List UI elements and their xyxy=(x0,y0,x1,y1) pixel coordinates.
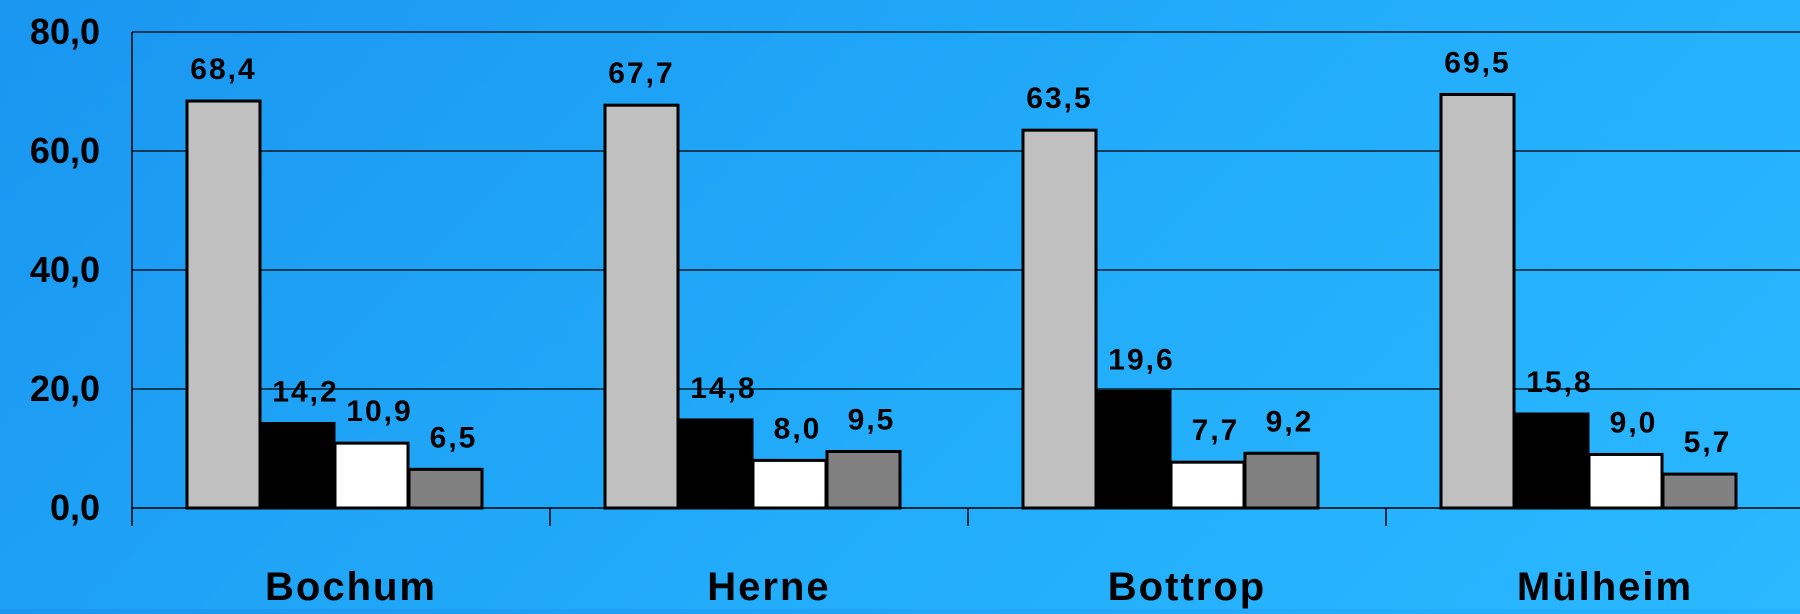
y-tick-label: 80,0 xyxy=(30,11,100,52)
bar xyxy=(1661,472,1738,510)
bar xyxy=(185,99,262,510)
bar xyxy=(1439,92,1516,510)
data-label: 68,4 xyxy=(190,53,256,86)
data-label: 7,7 xyxy=(1192,414,1240,447)
bar xyxy=(333,441,410,510)
y-tick-label: 0,0 xyxy=(50,487,100,528)
y-tick-label: 20,0 xyxy=(30,368,100,409)
bar xyxy=(1513,412,1590,510)
bar xyxy=(603,103,680,510)
bar xyxy=(1095,389,1172,510)
data-label: 9,0 xyxy=(1610,406,1658,439)
data-label: 9,2 xyxy=(1266,405,1314,438)
data-label: 6,5 xyxy=(430,421,478,454)
data-label: 5,7 xyxy=(1684,426,1732,459)
data-label: 9,5 xyxy=(848,403,896,436)
data-label: 63,5 xyxy=(1026,82,1092,115)
y-tick-label: 60,0 xyxy=(30,130,100,171)
data-label: 15,8 xyxy=(1526,366,1592,399)
data-label: 69,5 xyxy=(1444,46,1510,79)
bar xyxy=(677,418,754,510)
bar xyxy=(825,449,902,510)
bar xyxy=(407,467,484,510)
data-label: 14,8 xyxy=(690,372,756,405)
data-label: 10,9 xyxy=(346,395,412,428)
x-category-label: Mülheim xyxy=(1517,565,1693,609)
bar xyxy=(1021,128,1098,510)
bar xyxy=(1169,460,1246,510)
data-label: 67,7 xyxy=(608,57,674,90)
data-label: 8,0 xyxy=(774,412,822,445)
x-category-label: Bottrop xyxy=(1108,565,1266,609)
data-label: 14,2 xyxy=(272,376,338,409)
bar xyxy=(1243,451,1320,510)
bar xyxy=(259,422,336,510)
bar xyxy=(751,458,828,510)
y-tick-label: 40,0 xyxy=(30,249,100,290)
bar xyxy=(1587,452,1664,510)
x-category-label: Herne xyxy=(707,565,830,609)
data-label: 19,6 xyxy=(1108,343,1174,376)
x-category-label: Bochum xyxy=(265,565,437,609)
